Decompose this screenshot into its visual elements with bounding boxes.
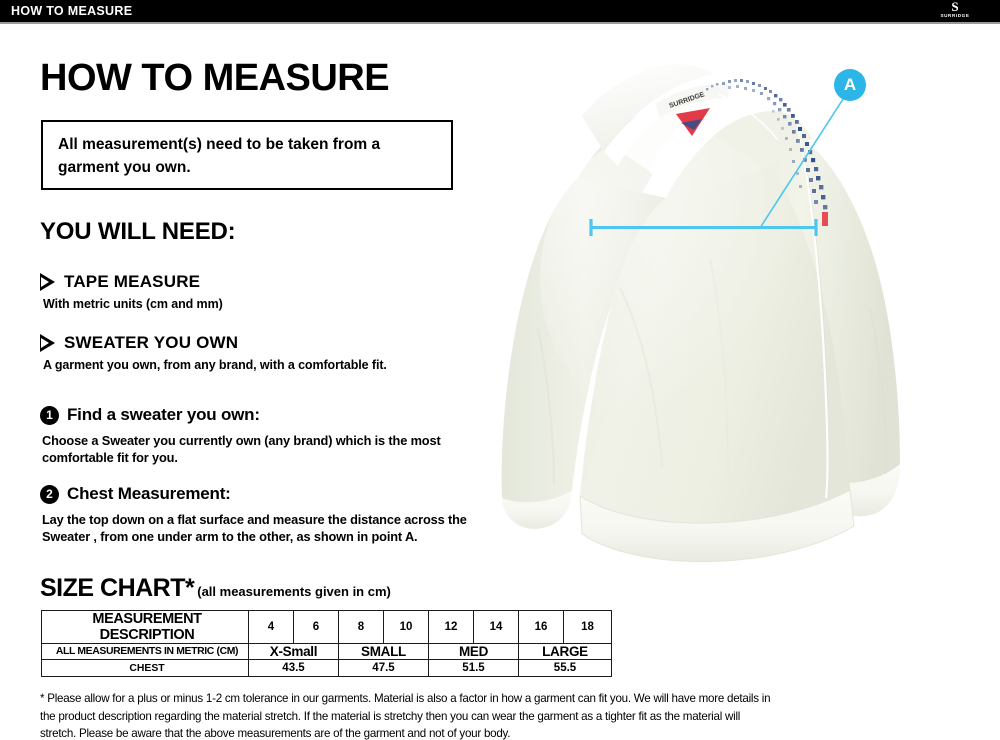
surridge-logo: S SURRIDGE	[932, 0, 978, 22]
note-box-text: All measurement(s) need to be taken from…	[58, 136, 381, 176]
fabric-fold-1	[619, 287, 663, 469]
size-chart-title: SIZE CHART*	[40, 574, 195, 602]
sweater-collar-left	[582, 64, 714, 152]
step-number-badge: 2	[40, 484, 59, 504]
table-header-metric: ALL MEASUREMENTS IN METRIC (CM)	[41, 643, 249, 660]
fabric-fold-4	[869, 307, 888, 475]
size-cell: 14	[473, 610, 519, 644]
step-body: Lay the top down on a flat surface and m…	[42, 512, 467, 544]
sweater-svg: SURRIDGE	[501, 64, 900, 562]
sweater-collar-right	[658, 74, 772, 126]
triangle-bullet-icon	[40, 273, 55, 291]
step-body: Choose a Sweater you currently own (any …	[42, 433, 441, 465]
size-cell: 16	[518, 610, 564, 644]
size-group-cell: LARGE	[518, 643, 612, 660]
size-group-cell: SMALL	[338, 643, 429, 660]
need-item-subtitle: With metric units (cm and mm)	[43, 297, 223, 311]
need-item-tape-measure: TAPE MEASURE With metric units (cm and m…	[40, 272, 223, 311]
sweater-neck-opening	[610, 82, 736, 170]
table-row-groups: ALL MEASUREMENTS IN METRIC (CM) X-Small …	[41, 643, 612, 660]
step-2: 2 Chest Measurement: Lay the top down on…	[40, 484, 502, 545]
need-item-title: SWEATER YOU OWN	[64, 333, 239, 352]
step-title: Find a sweater you own:	[67, 405, 260, 424]
table-row-sizes: MEASUREMENT DESCRIPTION 4 6 8 10 12 14 1…	[41, 610, 612, 644]
sweater-waistband	[579, 489, 855, 562]
size-group-cell: MED	[428, 643, 519, 660]
side-brand-tag	[822, 212, 828, 226]
sweater-left-cuff	[502, 490, 572, 529]
size-chart-table: MEASUREMENT DESCRIPTION 4 6 8 10 12 14 1…	[41, 610, 612, 677]
surridge-mark-icon: S	[951, 0, 959, 14]
measure-point-marker-a: A	[834, 69, 866, 101]
top-bar: HOW TO MEASURE S SURRIDGE	[0, 0, 1000, 22]
table-header-description: MEASUREMENT DESCRIPTION	[41, 610, 249, 644]
size-chart-heading: SIZE CHART* (all measurements given in c…	[40, 574, 391, 603]
triangle-bullet-icon	[40, 334, 55, 352]
size-cell: 8	[338, 610, 384, 644]
need-item-sweater: SWEATER YOU OWN A garment you own, from …	[40, 333, 387, 372]
size-cell: 6	[293, 610, 339, 644]
fabric-fold-2	[709, 257, 729, 477]
size-cell: 18	[563, 610, 612, 644]
sweater-highlight	[540, 128, 800, 428]
top-bar-divider	[0, 22, 1000, 24]
table-row-label-chest: CHEST	[41, 659, 249, 677]
need-item-title: TAPE MEASURE	[64, 272, 201, 291]
size-chart-note: (all measurements given in cm)	[197, 584, 391, 599]
table-row-chest: CHEST 43.5 47.5 51.5 55.5	[41, 659, 612, 677]
surridge-wordmark: SURRIDGE	[940, 13, 970, 18]
fabric-fold-3	[537, 327, 555, 487]
you-will-need-heading: YOU WILL NEED:	[40, 218, 236, 245]
need-item-subtitle: A garment you own, from any brand, with …	[43, 358, 387, 372]
chest-value-cell: 55.5	[518, 659, 612, 677]
size-cell: 4	[248, 610, 294, 644]
sweater-illustration: SURRIDGE	[470, 28, 1000, 588]
chest-value-cell: 43.5	[248, 659, 339, 677]
step-1: 1 Find a sweater you own: Choose a Sweat…	[40, 405, 502, 466]
step-number-badge: 1	[40, 405, 59, 425]
note-box: All measurement(s) need to be taken from…	[41, 120, 453, 190]
footnote-text: * Please allow for a plus or minus 1-2 c…	[40, 692, 771, 740]
step-title: Chest Measurement:	[67, 484, 231, 503]
size-cell: 12	[428, 610, 474, 644]
page-title: HOW TO MEASURE	[40, 57, 390, 99]
size-cell: 10	[383, 610, 429, 644]
chest-value-cell: 51.5	[428, 659, 519, 677]
chest-value-cell: 47.5	[338, 659, 429, 677]
size-group-cell: X-Small	[248, 643, 339, 660]
top-bar-title: HOW TO MEASURE	[11, 4, 133, 18]
